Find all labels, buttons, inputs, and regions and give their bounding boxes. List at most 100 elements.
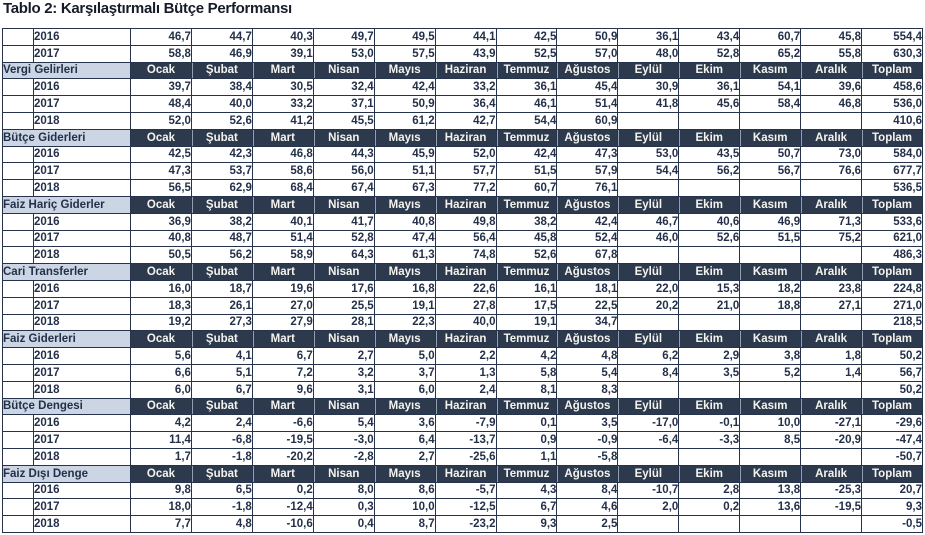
data-row: 2016 36,9 38,2 40,1 41,7 40,8 49,8 38,2 42,4 46,7… [2, 212, 923, 231]
value-cell: 40,3 [251, 28, 314, 46]
value-cell: 53,0 [312, 44, 375, 63]
value-cell [617, 111, 680, 130]
value-cell: 4,2 [495, 347, 558, 365]
value-cell: 536,5 [861, 179, 923, 197]
data-row: 2017 58,8 46,9 39,1 53,0 57,5 43,9 52,5 57,0 48,0… [2, 44, 923, 63]
year-cell: 2016 [33, 78, 131, 97]
value-cell: 44,1 [434, 28, 497, 46]
value-cell: 34,7 [556, 313, 619, 332]
value-cell: 8,4 [617, 363, 680, 382]
value-cell: 23,8 [800, 279, 863, 298]
month-header-cell: Eylül [617, 330, 680, 349]
value-cell: 554,4 [861, 28, 923, 46]
value-cell: 18,8 [739, 296, 802, 315]
value-cell: 5,2 [739, 363, 802, 382]
value-cell: 584,0 [861, 145, 923, 164]
month-header-cell: Ekim [678, 195, 741, 214]
section-label-cell: Faiz Dışı Denge [2, 464, 131, 483]
value-cell: 4,3 [495, 481, 558, 500]
value-cell: 48,4 [130, 95, 192, 113]
value-cell: 57,7 [434, 162, 497, 181]
month-header-cell: Ocak [130, 330, 192, 349]
year-cell: 2018 [33, 380, 131, 399]
value-cell [800, 515, 863, 533]
value-cell: 7,7 [130, 515, 192, 533]
data-row: 2017 6,6 5,1 7,2 3,2 3,7 1,3 5,8 5,4 8,4 3,5 5,2 1,4… [2, 363, 923, 382]
value-cell: 45,6 [678, 95, 741, 113]
value-cell: 42,4 [373, 78, 436, 97]
value-cell: 67,4 [312, 179, 375, 197]
value-cell: 1,7 [130, 447, 192, 466]
value-cell: 57,0 [556, 44, 619, 63]
month-header-cell: Toplam [861, 195, 923, 214]
month-header-cell: Ekim [678, 330, 741, 349]
value-cell: 16,8 [373, 279, 436, 298]
value-cell: 52,6 [678, 229, 741, 248]
value-cell [739, 313, 802, 332]
value-cell: 40,8 [130, 229, 192, 248]
month-header-cell: Ağustos [556, 397, 619, 416]
value-cell [617, 380, 680, 399]
value-cell: 46,1 [495, 95, 558, 113]
value-cell: 47,4 [373, 229, 436, 248]
value-cell: 6,6 [130, 363, 192, 382]
row-spacer-cell [2, 313, 34, 332]
value-cell: 3,5 [678, 363, 741, 382]
value-cell: 1,8 [800, 347, 863, 365]
value-cell: 74,8 [434, 246, 497, 265]
value-cell [739, 111, 802, 130]
value-cell: 6,7 [495, 498, 558, 517]
value-cell [678, 447, 741, 466]
month-header-cell: Mart [251, 195, 314, 214]
section-header-row: Faiz Giderleri Ocak Şubat Mart Nisan Mayıs Haz… [2, 330, 923, 349]
value-cell: 76,1 [556, 179, 619, 197]
data-row: 2017 11,4 -6,8 -19,5 -3,0 6,4 -13,7 0,9 -0,9 -6,4… [2, 431, 923, 449]
value-cell [678, 179, 741, 197]
month-header-cell: Eylül [617, 61, 680, 80]
value-cell: 10,0 [739, 414, 802, 433]
month-header-cell: Aralık [800, 397, 863, 416]
value-cell: 2,7 [373, 447, 436, 466]
value-cell [739, 246, 802, 265]
value-cell: 43,9 [434, 44, 497, 63]
value-cell: 38,2 [190, 212, 253, 231]
value-cell: 52,8 [312, 229, 375, 248]
value-cell: 52,4 [556, 229, 619, 248]
value-cell: 458,6 [861, 78, 923, 97]
value-cell: 52,6 [190, 111, 253, 130]
value-cell: 2,5 [556, 515, 619, 533]
month-header-cell: Aralık [800, 195, 863, 214]
year-cell: 2017 [33, 229, 131, 248]
data-row: 2018 19,2 27,3 27,9 28,1 22,3 40,0 19,1 34,7 218,… [2, 313, 923, 332]
value-cell: 8,0 [312, 481, 375, 500]
month-header-cell: Şubat [190, 128, 253, 147]
value-cell: -10,6 [251, 515, 314, 533]
section-label-cell: Vergi Gelirleri [2, 61, 131, 80]
value-cell: 61,3 [373, 246, 436, 265]
value-cell: -47,4 [861, 431, 923, 449]
value-cell [800, 447, 863, 466]
month-header-cell: Eylül [617, 263, 680, 281]
data-row: 2018 50,5 56,2 58,9 64,3 61,3 74,8 52,6 67,8 486,… [2, 246, 923, 265]
month-header-cell: Mayıs [373, 330, 436, 349]
value-cell: 2,0 [617, 498, 680, 517]
value-cell: 71,3 [800, 212, 863, 231]
month-header-cell: Nisan [312, 128, 375, 147]
month-header-cell: Ağustos [556, 61, 619, 80]
value-cell: 2,4 [190, 414, 253, 433]
value-cell: 52,5 [495, 44, 558, 63]
month-header-cell: Ağustos [556, 195, 619, 214]
value-cell: 3,7 [373, 363, 436, 382]
value-cell [739, 515, 802, 533]
month-header-cell: Kasım [739, 263, 802, 281]
value-cell: -0,9 [556, 431, 619, 449]
value-cell: 2,4 [434, 380, 497, 399]
value-cell: 44,3 [312, 145, 375, 164]
month-header-cell: Haziran [434, 464, 497, 483]
value-cell: 8,6 [373, 481, 436, 500]
value-cell: 49,5 [373, 28, 436, 46]
month-header-cell: Haziran [434, 397, 497, 416]
value-cell: 2,7 [312, 347, 375, 365]
value-cell: 57,9 [556, 162, 619, 181]
value-cell: 42,3 [190, 145, 253, 164]
